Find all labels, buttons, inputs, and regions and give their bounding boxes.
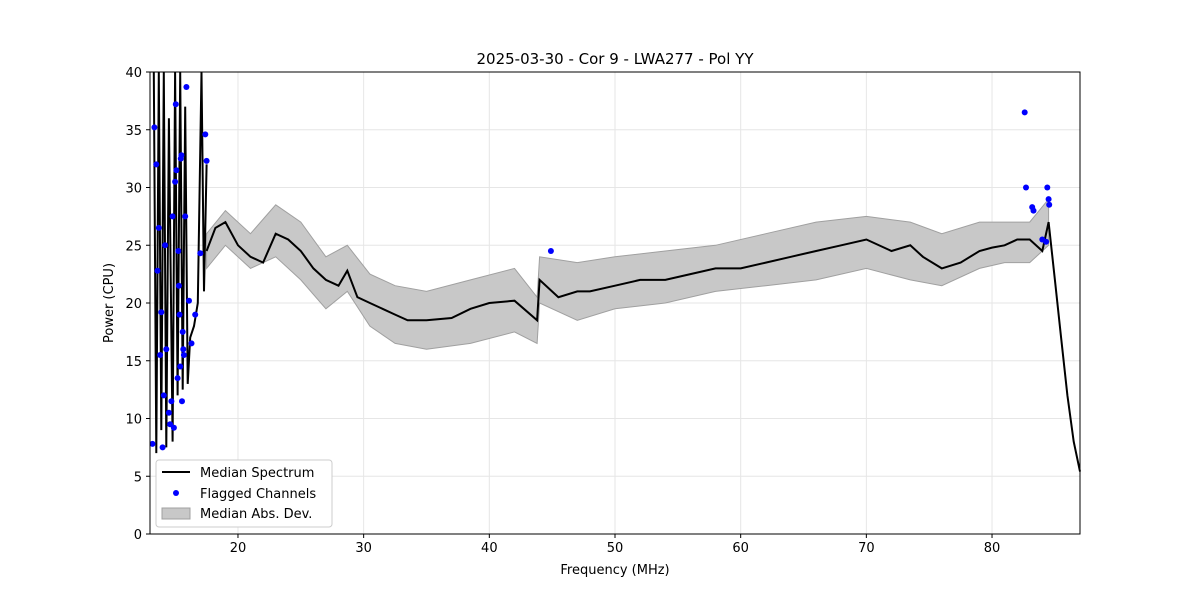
flagged-point (203, 157, 210, 164)
flagged-point (175, 282, 182, 289)
flagged-point (159, 444, 166, 451)
x-tick-label: 60 (732, 541, 749, 556)
flagged-point (192, 311, 199, 318)
flagged-point (154, 267, 161, 274)
y-axis-label: Power (CPU) (102, 263, 117, 343)
x-tick-label: 70 (858, 541, 875, 556)
flagged-point (182, 213, 189, 220)
median-spectrum (152, 71, 1081, 472)
flagged-point (197, 250, 204, 257)
legend-median-label: Median Spectrum (200, 466, 314, 481)
y-tick-label: 35 (125, 124, 142, 139)
y-tick-label: 0 (134, 528, 142, 543)
flagged-channels (149, 84, 1053, 451)
flagged-point (1043, 238, 1050, 245)
y-ticks: 0 5 10 15 20 25 30 35 40 (125, 66, 150, 543)
mad-band (206, 197, 1050, 350)
flagged-point (149, 440, 156, 447)
flagged-point (172, 101, 179, 108)
y-tick-label: 5 (134, 470, 142, 485)
flagged-point (178, 152, 185, 159)
y-tick-label: 30 (125, 182, 142, 197)
mad-band-area (206, 197, 1050, 350)
flagged-point (1021, 109, 1028, 116)
flagged-point (173, 167, 180, 174)
flagged-point (168, 398, 175, 405)
y-tick-label: 40 (125, 66, 142, 81)
flagged-point (172, 178, 179, 185)
flagged-point (547, 248, 554, 254)
flagged-point (180, 352, 187, 358)
flagged-point (165, 409, 172, 416)
flagged-point (174, 375, 181, 382)
rfi-spike-trace (152, 71, 208, 454)
flagged-point (153, 161, 160, 168)
legend-mad-swatch (161, 507, 191, 520)
x-tick-label: 30 (355, 541, 372, 556)
flagged-point (1045, 196, 1052, 203)
legend-mad-label: Median Abs. Dev. (200, 507, 312, 522)
flagged-point (1046, 201, 1053, 208)
flagged-point (175, 248, 182, 254)
flagged-point (158, 309, 165, 316)
flagged-point (186, 297, 192, 304)
x-ticks: 20 30 40 50 60 70 80 (230, 534, 1001, 556)
flagged-point (1023, 184, 1029, 191)
x-tick-label: 50 (607, 541, 624, 556)
x-tick-label: 40 (481, 541, 498, 556)
x-tick-label: 80 (984, 541, 1001, 556)
flagged-point (180, 346, 187, 353)
flagged-point (162, 242, 169, 249)
median-line (205, 220, 1081, 472)
y-tick-label: 25 (125, 239, 142, 254)
flagged-point (176, 311, 183, 318)
y-tick-label: 15 (125, 355, 142, 370)
flagged-point (160, 392, 167, 399)
flagged-point (170, 424, 177, 431)
flagged-point (179, 398, 185, 405)
legend-flagged-label: Flagged Channels (200, 487, 316, 502)
legend: Median Spectrum Flagged Channels Median … (155, 459, 333, 528)
flagged-point (177, 363, 184, 370)
flagged-point (202, 131, 209, 138)
flagged-point (183, 84, 190, 90)
y-tick-label: 20 (125, 297, 142, 312)
x-axis-label: Frequency (MHz) (560, 563, 669, 578)
flagged-point (163, 346, 170, 353)
flagged-point (1044, 184, 1051, 191)
legend-box (155, 459, 333, 528)
y-tick-label: 10 (125, 413, 142, 428)
legend-flagged-swatch (173, 490, 179, 496)
flagged-point (155, 224, 162, 231)
flagged-point (169, 213, 176, 220)
x-tick-label: 20 (230, 541, 247, 556)
flagged-point (157, 352, 164, 358)
chart-title: 2025-03-30 - Cor 9 - LWA277 - Pol YY (477, 50, 755, 68)
flagged-point (1030, 207, 1037, 214)
flagged-point (179, 328, 186, 335)
flagged-point (151, 124, 158, 131)
flagged-point (188, 340, 195, 347)
